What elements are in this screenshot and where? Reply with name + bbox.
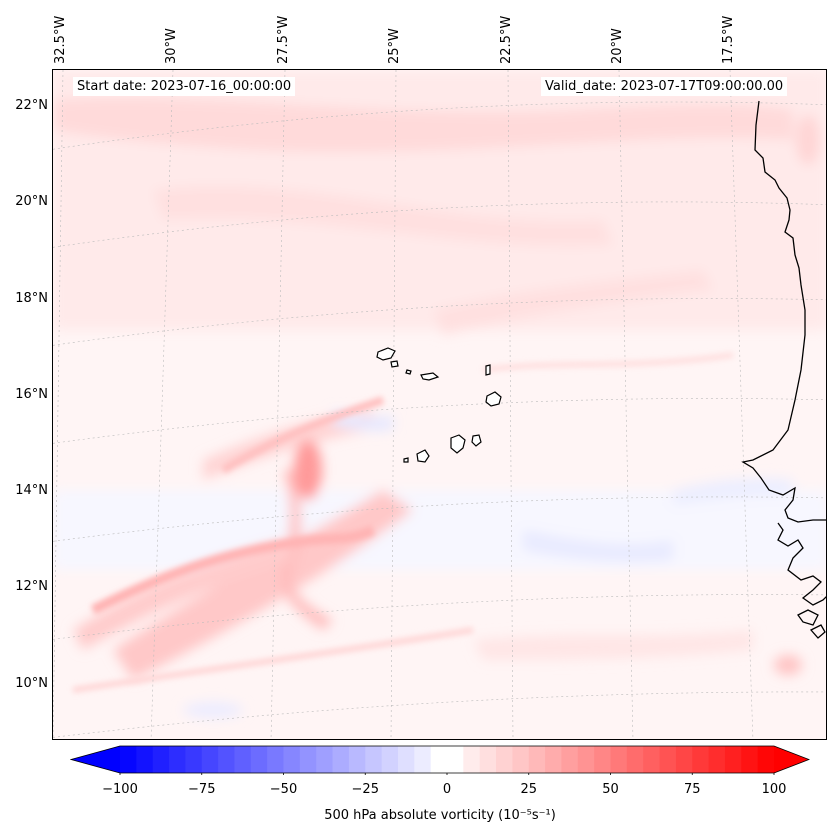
vorticity-field: [53, 70, 826, 718]
lon-label: 27.5°W: [276, 15, 291, 64]
lat-label: 12°N: [15, 579, 48, 594]
lon-label: 17.5°W: [721, 15, 736, 64]
colorbar-cell: [626, 746, 644, 773]
colorbar-cell: [708, 746, 726, 773]
vorticity-filaments: [72, 352, 734, 693]
coastline-africa: [741, 100, 826, 639]
colorbar-cell: [381, 746, 399, 773]
colorbar-cell: [757, 746, 775, 773]
colorbar-cell: [299, 746, 317, 773]
colorbar-cell: [250, 746, 268, 773]
lat-label: 10°N: [15, 676, 48, 691]
colorbar-cell: [316, 746, 334, 773]
colorbar-extend-max: [774, 746, 809, 773]
colorbar: [70, 745, 810, 775]
colorbar-cell: [152, 746, 170, 773]
colorbar-cell: [692, 746, 710, 773]
colorbar-tick-label: −75: [188, 782, 216, 797]
valid-date-label: Valid_date: 2023-07-17T09:00:00.00: [541, 77, 788, 96]
colorbar-tick-label: 25: [520, 782, 538, 797]
colorbar-cell: [332, 746, 350, 773]
colorbar-cell: [512, 746, 530, 773]
colorbar-cell: [545, 746, 562, 773]
colorbar-cell: [643, 746, 661, 773]
vorticity-map: [53, 70, 826, 739]
gridlines: [53, 70, 826, 739]
colorbar-cells: [70, 745, 810, 774]
lon-label: 30°W: [164, 28, 179, 64]
colorbar-cell: [610, 746, 628, 773]
colorbar-cell: [283, 746, 301, 773]
colorbar-cell: [185, 746, 203, 773]
colorbar-cell: [169, 746, 186, 773]
colorbar-cell: [397, 746, 415, 773]
lat-label: 22°N: [15, 98, 48, 113]
colorbar-tick-label: 100: [761, 782, 787, 797]
lat-label: 14°N: [15, 483, 48, 498]
map-panel: [52, 69, 827, 740]
colorbar-cell: [120, 746, 137, 773]
cape-verde-islands: [376, 347, 502, 463]
colorbar-cell: [201, 746, 219, 773]
colorbar-cell: [430, 746, 448, 773]
lat-label: 20°N: [15, 194, 48, 209]
colorbar-tick-label: 50: [602, 782, 619, 797]
colorbar-cell: [675, 746, 693, 773]
colorbar-cell: [267, 746, 284, 773]
colorbar-cell: [561, 746, 579, 773]
colorbar-cell: [463, 746, 481, 773]
lon-label: 32.5°W: [53, 15, 68, 64]
lon-label: 25°W: [387, 28, 402, 64]
lat-label: 16°N: [15, 387, 48, 402]
colorbar-cell: [724, 746, 742, 773]
lon-label: 20°W: [610, 28, 625, 64]
colorbar-tick-label: 0: [442, 782, 452, 797]
colorbar-tick-label: −25: [351, 782, 379, 797]
colorbar-cell: [218, 746, 235, 773]
colorbar-cell: [594, 746, 611, 773]
colorbar-cell: [414, 746, 432, 773]
colorbar-ticks: [119, 773, 775, 775]
colorbar-tick-label: 75: [683, 782, 701, 797]
colorbar-cell: [348, 746, 366, 773]
colorbar-cell: [447, 746, 464, 773]
colorbar-cell: [136, 746, 154, 773]
colorbar-cell: [528, 746, 546, 773]
lon-label: 22.5°W: [499, 15, 514, 64]
colorbar-cell: [741, 746, 759, 773]
colorbar-cell: [577, 746, 595, 773]
colorbar-label: 500 hPa absolute vorticity (10⁻⁵s⁻¹): [324, 808, 556, 823]
colorbar-cell: [479, 746, 497, 773]
colorbar-cell: [496, 746, 513, 773]
colorbar-cell: [659, 746, 677, 773]
colorbar-tick-label: −100: [102, 782, 138, 797]
colorbar-cell: [234, 746, 252, 773]
colorbar-cell: [365, 746, 383, 773]
colorbar-tick-label: −50: [269, 782, 298, 797]
start-date-label: Start date: 2023-07-16_00:00:00: [73, 77, 296, 96]
lat-label: 18°N: [15, 291, 48, 306]
colorbar-extend-min: [71, 746, 120, 773]
